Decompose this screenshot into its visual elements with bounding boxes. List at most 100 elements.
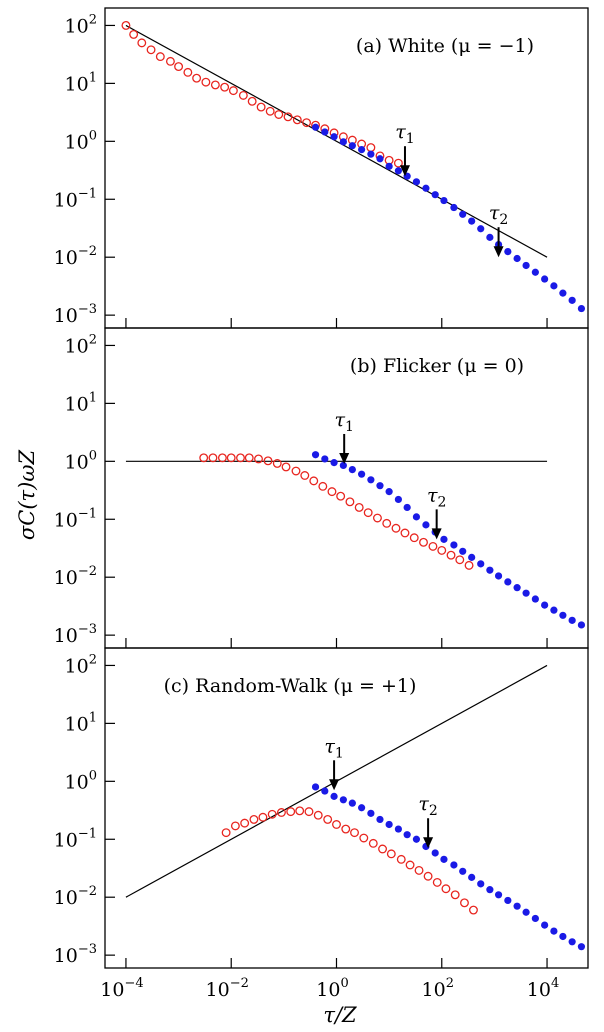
filled-marker [440,196,448,205]
open-marker [464,560,474,570]
open-marker [263,456,273,466]
filled-marker [541,601,549,609]
y-tick-label: 102 [65,332,97,357]
filled-marker [431,191,439,199]
filled-marker [486,566,494,574]
open-marker [341,824,351,834]
filled-marker [367,476,375,484]
filled-marker [311,123,320,131]
y-tick-label: 100 [65,448,97,473]
annotation-label: τ2 [489,202,508,228]
annotation-arrow-head [493,246,504,258]
open-marker [236,453,245,463]
filled-marker [321,455,329,463]
filled-marker [477,225,485,233]
filled-marker [440,535,448,543]
open-marker [386,849,396,859]
y-tick-label: 100 [65,128,97,153]
open-marker [265,106,275,116]
open-marker [192,73,202,83]
annotation-arrow-head [399,165,410,177]
open-marker [230,821,240,831]
filled-marker [477,880,485,888]
open-marker [450,890,460,900]
filled-marker [358,804,366,812]
filled-marker [541,921,549,929]
x-tick-label: 100 [316,976,348,1001]
filled-marker [531,595,539,603]
open-marker [300,471,310,480]
filled-marker [394,825,402,833]
open-marker [336,491,346,501]
panel-b: 102 101 100 10−1 10−2 10−3 τ1 τ2 (b) Flicker (μ … [54,327,589,649]
filled-marker [559,611,567,619]
open-marker [423,871,433,881]
annotation-arrow-head [423,837,434,849]
annotation-label: τ1 [324,735,343,761]
filled-marker [358,470,366,478]
panel-frame [104,647,589,969]
panel-title: (b) Flicker (μ = 0) [350,355,524,377]
open-marker [393,158,403,168]
x-tick-label: 10−4 [100,976,143,1001]
filled-marker [486,233,494,241]
filled-marker [348,465,356,474]
y-tick-label: 10−2 [54,564,97,589]
open-marker [292,115,302,125]
filled-marker [339,138,347,146]
filled-marker [311,451,320,459]
filled-marker [376,815,384,824]
y-tick-label: 101 [65,710,97,735]
filled-marker [385,820,393,829]
filled-marker [394,495,402,504]
filled-marker [403,503,411,512]
open-marker [272,458,282,468]
filled-marker [468,553,476,561]
y-tick-label: 10−1 [54,186,97,211]
y-tick-label: 10−2 [54,244,97,269]
open-marker [414,865,424,875]
x-tick-label: 10−2 [206,976,249,1001]
open-marker [373,513,382,523]
open-marker [220,82,230,92]
open-marker [428,541,438,551]
open-marker [366,143,376,153]
annotation-arrow-head [329,779,340,791]
annotation-label: τ2 [418,793,437,819]
x-tick-labels: 10−4 10−2 100 102 104 [100,976,559,1001]
filled-marker [330,792,338,800]
open-marker [391,523,401,533]
panel-a: 102 101 100 10−1 10−2 10−3 τ1 τ2 (a) White (μ = … [54,7,589,329]
open-marker [199,453,209,463]
open-marker [238,90,248,100]
filled-marker [568,296,576,304]
open-marker [309,476,319,486]
filled-marker [541,275,549,283]
filled-marker [459,210,467,218]
filled-marker [422,521,430,529]
filled-marker [403,831,411,839]
open-marker [446,550,456,560]
open-marker [276,808,286,817]
y-tick-label: 10−1 [54,506,97,531]
filled-marker [412,513,421,521]
open-marker [155,52,165,62]
filled-marker [494,891,503,899]
filled-marker [376,482,384,490]
y-tick-label: 102 [65,12,97,37]
filled-marker [568,616,576,624]
open-marker [354,502,364,512]
open-marker [146,45,156,55]
filled-marker [504,896,512,905]
open-marker [244,453,254,463]
open-marker [210,80,220,90]
filled-marker [477,560,485,568]
y-tick-label: 10−3 [54,622,97,647]
y-tick-label: 10−2 [54,884,97,909]
open-marker [291,466,301,476]
annotation-label: τ1 [334,409,353,435]
annotation-label: τ1 [395,121,414,147]
y-tick-label: 101 [65,390,97,415]
open-marker [382,518,392,528]
filled-marker [550,927,558,935]
